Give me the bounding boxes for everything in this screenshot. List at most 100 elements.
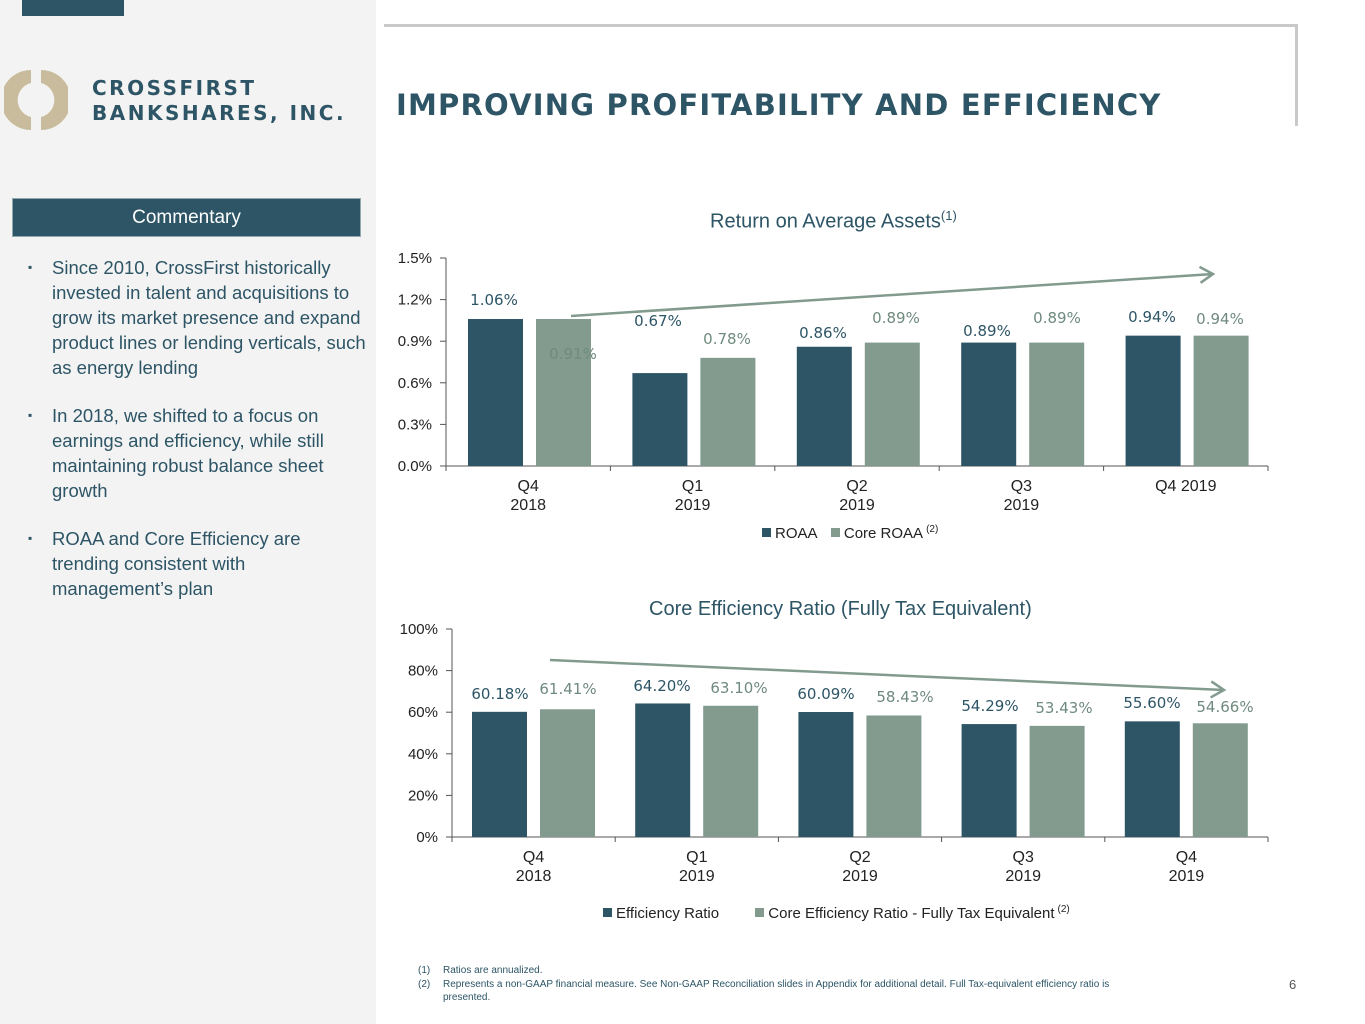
- efficiency-legend: Efficiency Ratio Core Efficiency Ratio -…: [603, 904, 1070, 922]
- page-number: 6: [1289, 977, 1297, 992]
- bullet-square-icon: ▪: [28, 260, 33, 274]
- efficiency-x-tick-label: Q3: [1013, 849, 1034, 866]
- roaa-x-tick-label: 2019: [839, 497, 875, 514]
- footnote-number: (1): [418, 965, 431, 976]
- roaa-trend-arrow-head-icon: [1198, 265, 1216, 284]
- roaa-y-tick-label: 0.3%: [398, 416, 432, 433]
- roaa-x-tick-label: 2018: [510, 497, 546, 514]
- roaa-x-tick-label: Q4 2019: [1155, 478, 1216, 495]
- efficiency-data-label: 54.29%: [961, 697, 1018, 715]
- efficiency-data-label: 54.66%: [1196, 698, 1253, 716]
- roaa-bar-core: [1193, 335, 1249, 466]
- efficiency-x-tick-label: 2019: [842, 868, 878, 885]
- roaa-bar-primary: [961, 342, 1017, 466]
- footnote-text: Represents a non-GAAP financial measure.…: [443, 978, 1110, 1004]
- efficiency-bar-core: [866, 715, 922, 837]
- page-title: IMPROVING PROFITABILITY AND EFFICIENCY: [396, 88, 1162, 122]
- commentary-bullet: ▪ ROAA and Core Efficiency are trending c…: [28, 526, 368, 601]
- efficiency-data-label: 53.43%: [1035, 699, 1092, 717]
- roaa-data-label: 0.89%: [872, 309, 920, 327]
- efficiency-y-tick-label: 40%: [408, 746, 438, 763]
- legend-swatch-efficiency: [603, 908, 612, 917]
- footnote-text: Ratios are annualized.: [443, 965, 543, 976]
- roaa-data-label: 0.91%: [549, 345, 597, 363]
- roaa-chart-title: Return on Average Assets(1): [710, 208, 957, 234]
- roaa-data-label: 0.94%: [1196, 310, 1244, 328]
- title-frame: [384, 24, 1298, 126]
- commentary-bullet: ▪ In 2018, we shifted to a focus on earni…: [28, 403, 368, 503]
- footnote-1: (1) Ratios are annualized.: [418, 964, 1138, 978]
- company-name: CROSSFIRST BANKSHARES, INC.: [92, 76, 346, 126]
- roaa-x-tick-label: 2019: [1004, 497, 1040, 514]
- legend-label-efficiency: Efficiency Ratio: [616, 905, 720, 922]
- legend-swatch-core-efficiency: [755, 908, 765, 917]
- efficiency-data-label: 64.20%: [633, 677, 690, 695]
- roaa-chart-title-text: Return on Average Assets: [710, 210, 941, 233]
- roaa-legend: ROAA Core ROAA (2): [762, 524, 938, 542]
- legend-footnote-core-roaa: (2): [926, 524, 939, 535]
- roaa-bar-core: [864, 342, 920, 466]
- legend-label-core-roaa: Core ROAA: [843, 525, 924, 542]
- efficiency-data-label: 55.60%: [1123, 694, 1180, 712]
- efficiency-y-tick-label: 80%: [408, 663, 438, 680]
- efficiency-bar-primary: [798, 712, 854, 837]
- roaa-data-label: 0.78%: [703, 330, 751, 348]
- company-name-line2: BANKSHARES, INC.: [92, 101, 347, 125]
- efficiency-x-tick-label: 2018: [516, 868, 552, 885]
- efficiency-bar-primary: [1124, 721, 1180, 837]
- legend-footnote-core-efficiency: (2): [1057, 904, 1070, 915]
- efficiency-x-tick-label: Q4: [1176, 849, 1197, 866]
- legend-swatch-core-roaa: [830, 528, 840, 537]
- efficiency-data-label: 60.09%: [797, 685, 854, 703]
- efficiency-data-label: 60.18%: [471, 685, 528, 703]
- roaa-bar-core: [1029, 342, 1085, 466]
- roaa-y-tick-label: 1.5%: [398, 250, 432, 267]
- legend-label-core-efficiency: Core Efficiency Ratio - Fully Tax Equiva…: [768, 905, 1055, 922]
- roaa-y-tick-label: 0.0%: [398, 458, 432, 475]
- efficiency-y-tick-label: 60%: [408, 704, 438, 721]
- efficiency-y-tick-label: 0%: [416, 829, 438, 846]
- sidebar-background: [0, 0, 376, 1024]
- efficiency-y-tick-label: 100%: [400, 621, 438, 638]
- efficiency-x-tick-label: 2019: [679, 868, 715, 885]
- roaa-data-label: 0.89%: [1033, 309, 1081, 327]
- commentary-list: ▪ Since 2010, CrossFirst historically inv…: [28, 255, 368, 624]
- company-name-line1: CROSSFIRST: [92, 76, 257, 100]
- roaa-data-label: 0.86%: [799, 324, 847, 342]
- roaa-x-tick-label: 2019: [675, 497, 711, 514]
- commentary-bullet-text: Since 2010, CrossFirst historically inve…: [52, 257, 366, 378]
- roaa-bar-core: [700, 357, 756, 466]
- crossfirst-logo-icon: [4, 70, 68, 130]
- efficiency-x-tick-label: Q4: [523, 849, 544, 866]
- efficiency-x-tick-label: 2019: [1169, 868, 1205, 885]
- commentary-bullet: ▪ Since 2010, CrossFirst historically inv…: [28, 255, 368, 380]
- roaa-data-label: 0.94%: [1128, 308, 1176, 326]
- efficiency-data-label: 61.41%: [539, 680, 596, 698]
- roaa-bar-primary: [632, 373, 688, 466]
- roaa-bar-core: [536, 319, 591, 466]
- roaa-data-label: 0.89%: [963, 322, 1011, 340]
- legend-swatch-roaa: [762, 528, 771, 537]
- efficiency-bar-primary: [961, 724, 1017, 837]
- footnotes: (1) Ratios are annualized. (2) Represents …: [418, 964, 1138, 1005]
- efficiency-x-tick-label: Q1: [686, 849, 707, 866]
- top-accent-tab: [22, 0, 124, 16]
- efficiency-y-tick-label: 20%: [408, 787, 438, 804]
- efficiency-bar-primary: [472, 711, 527, 837]
- roaa-bar-primary: [1125, 335, 1181, 466]
- efficiency-trend-arrow-head-icon: [1210, 680, 1227, 699]
- roaa-x-tick-label: Q1: [682, 478, 703, 495]
- roaa-data-label: 0.67%: [634, 312, 682, 330]
- roaa-trend-arrow-line: [570, 272, 1214, 318]
- bullet-square-icon: ▪: [28, 408, 33, 422]
- efficiency-bar-core: [703, 705, 759, 837]
- efficiency-x-tick-label: 2019: [1005, 868, 1041, 885]
- roaa-y-tick-label: 0.6%: [398, 375, 432, 392]
- footnote-2: (2) Represents a non-GAAP financial measu…: [418, 978, 1138, 1005]
- efficiency-x-tick-label: Q2: [849, 849, 870, 866]
- efficiency-bar-core: [1029, 725, 1085, 837]
- commentary-bullet-text: ROAA and Core Efficiency are trending co…: [52, 528, 301, 599]
- roaa-data-label: 1.06%: [470, 291, 518, 309]
- efficiency-data-label: 63.10%: [710, 679, 767, 697]
